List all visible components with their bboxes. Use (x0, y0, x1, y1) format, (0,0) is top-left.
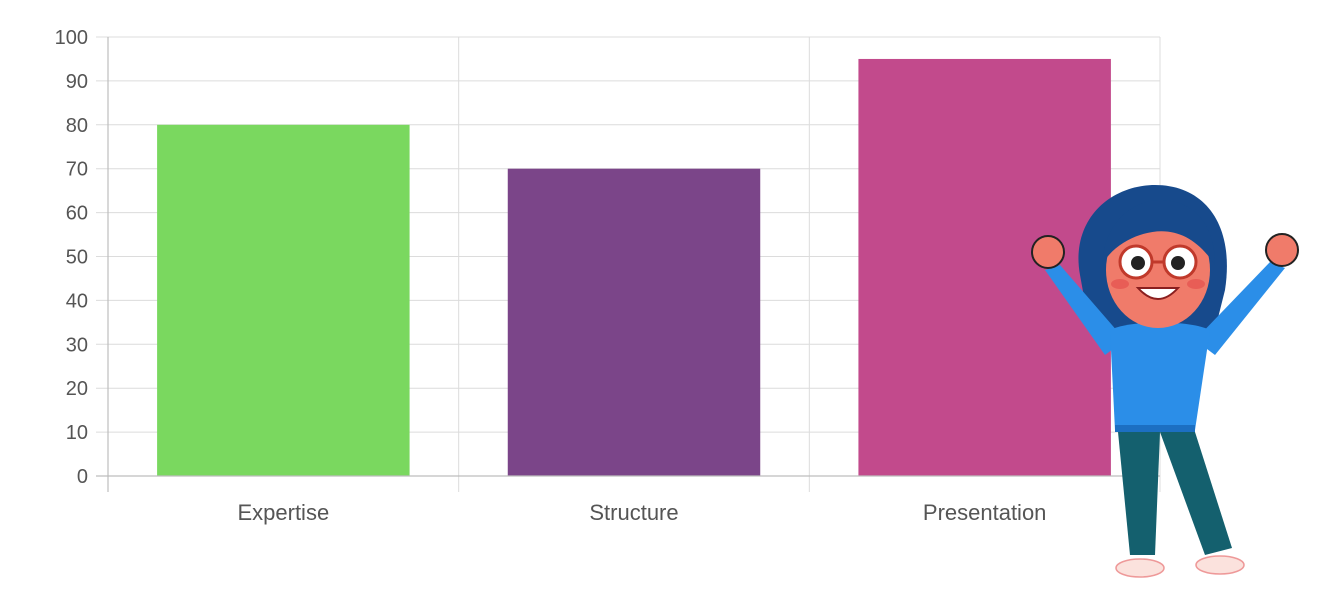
bar-expertise (157, 124, 410, 477)
bar-presentation (858, 58, 1111, 476)
y-tick-label: 50 (66, 247, 88, 269)
y-tick-label: 40 (66, 290, 88, 312)
y-tick-label: 60 (66, 203, 88, 225)
x-category-label: Presentation (923, 500, 1047, 525)
x-category-labels: Expertise Structure Presentation (237, 500, 1046, 525)
cheering-girl-icon (1031, 185, 1299, 578)
y-tick-label: 80 (66, 115, 88, 137)
x-category-label: Structure (589, 500, 678, 525)
y-tick-labels: 0 10 20 30 40 50 60 70 80 90 100 (55, 27, 88, 488)
x-category-label: Expertise (237, 500, 329, 525)
axes (96, 37, 1160, 492)
y-tick-label: 0 (77, 466, 88, 488)
bar-structure (507, 168, 761, 476)
y-tick-label: 90 (66, 71, 88, 93)
y-tick-label: 30 (66, 334, 88, 356)
y-tick-label: 70 (66, 159, 88, 181)
y-tick-label: 10 (66, 422, 88, 444)
y-tick-label: 100 (55, 27, 88, 49)
y-tick-label: 20 (66, 378, 88, 400)
bars (157, 58, 1111, 477)
